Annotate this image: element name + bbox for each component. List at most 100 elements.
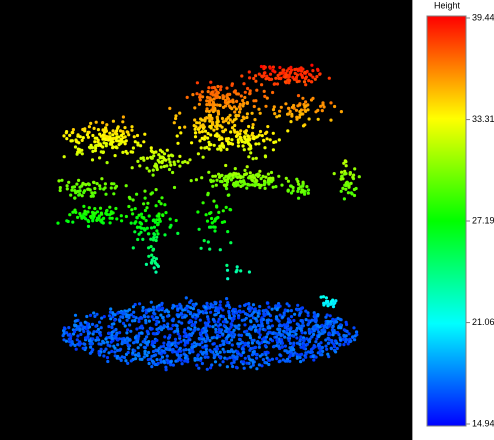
point bbox=[61, 334, 65, 338]
point bbox=[262, 309, 266, 313]
point bbox=[228, 356, 232, 360]
point bbox=[291, 185, 295, 190]
point bbox=[78, 342, 83, 346]
point bbox=[304, 104, 308, 108]
point bbox=[210, 98, 214, 102]
point bbox=[87, 339, 91, 343]
point bbox=[279, 105, 283, 109]
point bbox=[105, 208, 109, 213]
point bbox=[79, 332, 83, 336]
point bbox=[233, 110, 237, 114]
point bbox=[232, 128, 236, 132]
point bbox=[162, 157, 167, 162]
point bbox=[174, 344, 178, 348]
point bbox=[191, 314, 195, 318]
point bbox=[239, 353, 243, 357]
point bbox=[310, 80, 314, 84]
point bbox=[143, 132, 147, 136]
point bbox=[311, 75, 315, 79]
point bbox=[160, 355, 165, 359]
point bbox=[310, 63, 314, 67]
point bbox=[232, 118, 236, 122]
point bbox=[335, 346, 339, 351]
point bbox=[225, 304, 229, 308]
point bbox=[195, 357, 199, 361]
point bbox=[136, 141, 140, 145]
point bbox=[243, 172, 247, 177]
point bbox=[270, 307, 274, 311]
point bbox=[265, 137, 269, 141]
point bbox=[204, 311, 209, 315]
point bbox=[162, 341, 166, 345]
point bbox=[87, 183, 91, 187]
point bbox=[288, 359, 292, 363]
point bbox=[111, 133, 115, 137]
point bbox=[247, 302, 251, 306]
point bbox=[268, 337, 273, 341]
point bbox=[179, 353, 183, 357]
point bbox=[116, 125, 120, 129]
point bbox=[319, 295, 323, 299]
point bbox=[320, 109, 324, 113]
point bbox=[242, 148, 246, 152]
point bbox=[222, 342, 226, 346]
point bbox=[130, 319, 135, 323]
point bbox=[238, 304, 242, 308]
point bbox=[247, 270, 251, 274]
point bbox=[199, 356, 203, 360]
point bbox=[278, 313, 282, 317]
point bbox=[255, 88, 259, 92]
point bbox=[155, 229, 159, 233]
point bbox=[73, 145, 78, 149]
point bbox=[138, 302, 142, 306]
point bbox=[144, 318, 148, 323]
point bbox=[171, 306, 175, 310]
point bbox=[95, 336, 99, 340]
point bbox=[126, 343, 130, 347]
point bbox=[306, 188, 311, 192]
point bbox=[324, 338, 328, 342]
point bbox=[211, 325, 215, 329]
point bbox=[341, 186, 345, 190]
point bbox=[235, 311, 239, 315]
point bbox=[214, 350, 218, 354]
point bbox=[318, 72, 322, 76]
point bbox=[241, 341, 245, 345]
point bbox=[229, 208, 233, 212]
point bbox=[101, 339, 105, 343]
point bbox=[206, 240, 210, 244]
point bbox=[225, 340, 229, 344]
point bbox=[274, 76, 278, 80]
point bbox=[222, 350, 226, 354]
point bbox=[284, 102, 288, 106]
point bbox=[143, 208, 147, 213]
point bbox=[201, 345, 205, 349]
point bbox=[301, 344, 306, 348]
point bbox=[125, 331, 129, 335]
point bbox=[74, 319, 78, 323]
point bbox=[140, 324, 144, 328]
point bbox=[91, 219, 95, 223]
point bbox=[98, 132, 102, 136]
point bbox=[56, 221, 60, 225]
point bbox=[271, 108, 276, 112]
point bbox=[203, 344, 207, 348]
point bbox=[299, 310, 303, 314]
point bbox=[204, 330, 208, 334]
point bbox=[271, 176, 275, 180]
point bbox=[116, 311, 120, 315]
point bbox=[143, 349, 147, 353]
point bbox=[129, 150, 133, 154]
point bbox=[302, 338, 306, 342]
point bbox=[194, 313, 198, 317]
point bbox=[156, 361, 160, 366]
point bbox=[127, 133, 131, 137]
point bbox=[196, 152, 200, 156]
point bbox=[258, 129, 263, 134]
point bbox=[271, 148, 275, 152]
point bbox=[343, 172, 347, 176]
point bbox=[145, 353, 149, 358]
point bbox=[243, 95, 247, 100]
point bbox=[267, 318, 271, 322]
point bbox=[183, 343, 187, 347]
